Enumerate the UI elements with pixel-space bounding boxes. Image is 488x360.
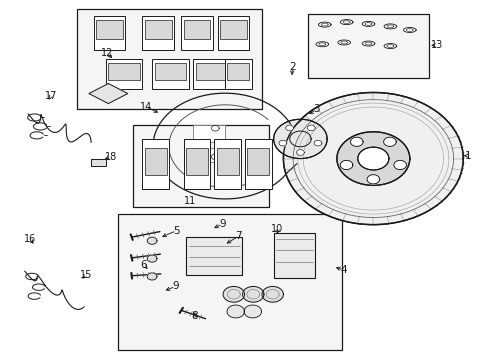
Text: 5: 5 xyxy=(173,226,180,236)
Bar xyxy=(181,16,212,50)
Bar xyxy=(193,125,224,143)
Polygon shape xyxy=(278,140,286,146)
Text: 10: 10 xyxy=(271,224,283,234)
Bar xyxy=(244,139,271,189)
Bar xyxy=(91,159,106,166)
Bar xyxy=(196,63,227,80)
Bar xyxy=(186,148,207,175)
Bar xyxy=(118,214,341,350)
Bar xyxy=(307,14,428,78)
Polygon shape xyxy=(393,160,406,170)
Text: 18: 18 xyxy=(104,152,117,162)
Polygon shape xyxy=(357,147,388,170)
Polygon shape xyxy=(273,119,326,158)
Polygon shape xyxy=(223,287,244,302)
Polygon shape xyxy=(283,93,462,225)
Text: 17: 17 xyxy=(45,91,57,101)
Bar xyxy=(94,16,125,50)
Polygon shape xyxy=(307,125,315,131)
Text: 14: 14 xyxy=(140,102,152,112)
Bar xyxy=(186,237,242,275)
Text: 2: 2 xyxy=(288,62,295,72)
Polygon shape xyxy=(147,273,157,280)
Bar xyxy=(152,59,188,89)
Bar xyxy=(216,148,238,175)
Polygon shape xyxy=(147,255,157,262)
Polygon shape xyxy=(89,84,127,104)
Text: 8: 8 xyxy=(191,311,198,321)
Polygon shape xyxy=(366,175,379,184)
Text: 1: 1 xyxy=(464,151,470,161)
Bar xyxy=(144,148,166,175)
Text: 4: 4 xyxy=(340,265,346,275)
Bar xyxy=(183,20,210,39)
Bar xyxy=(220,20,246,39)
Text: 12: 12 xyxy=(101,48,113,58)
Bar xyxy=(154,63,186,80)
Polygon shape xyxy=(336,132,409,185)
Bar xyxy=(108,63,140,80)
Text: 3: 3 xyxy=(312,104,319,114)
Bar xyxy=(273,233,314,278)
Text: 9: 9 xyxy=(172,282,179,292)
Bar xyxy=(144,20,171,39)
Polygon shape xyxy=(296,150,304,156)
Text: 9: 9 xyxy=(219,219,225,229)
Bar xyxy=(217,16,249,50)
Bar xyxy=(77,9,261,109)
Bar xyxy=(106,59,142,89)
Bar xyxy=(214,139,241,189)
Text: 15: 15 xyxy=(80,270,92,280)
Text: 13: 13 xyxy=(430,40,442,50)
Text: 6: 6 xyxy=(140,260,147,270)
Bar xyxy=(247,148,269,175)
Polygon shape xyxy=(383,137,395,147)
Bar xyxy=(132,125,268,207)
Polygon shape xyxy=(262,287,283,302)
Bar xyxy=(142,139,169,189)
Polygon shape xyxy=(350,137,363,147)
Polygon shape xyxy=(313,140,321,146)
Polygon shape xyxy=(242,287,264,302)
Bar xyxy=(183,139,210,189)
Text: 11: 11 xyxy=(183,196,196,206)
Polygon shape xyxy=(340,160,352,170)
Text: 7: 7 xyxy=(234,231,241,242)
Polygon shape xyxy=(244,305,261,318)
Polygon shape xyxy=(147,237,157,244)
Bar xyxy=(193,148,224,162)
Bar xyxy=(142,16,174,50)
Polygon shape xyxy=(285,125,293,131)
Bar xyxy=(193,59,229,89)
Bar xyxy=(227,63,249,80)
Bar xyxy=(224,59,251,89)
Bar xyxy=(96,20,122,39)
Polygon shape xyxy=(226,305,244,318)
Text: 16: 16 xyxy=(23,234,36,244)
